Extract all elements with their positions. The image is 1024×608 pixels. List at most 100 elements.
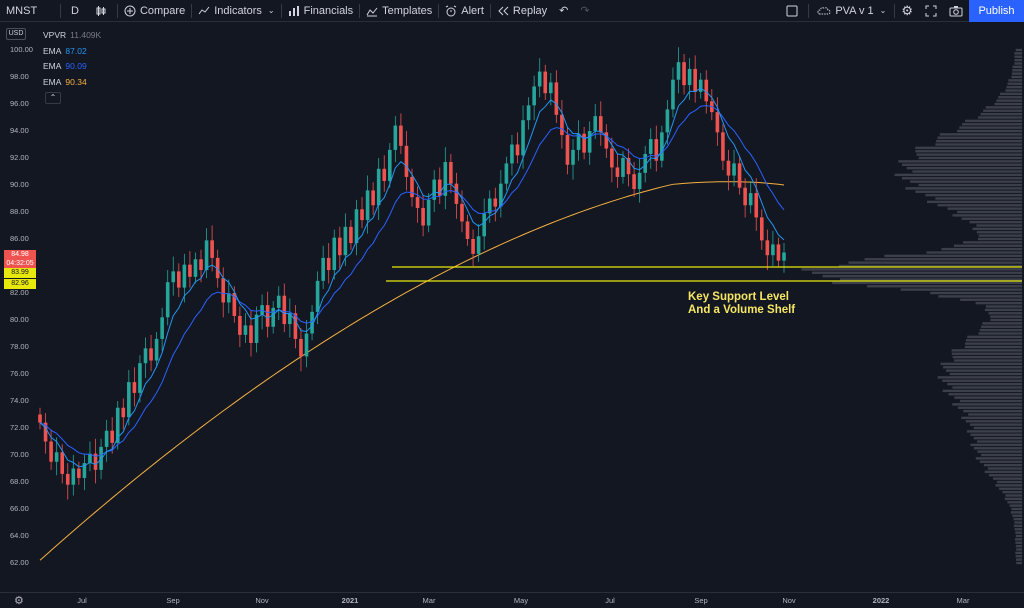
settings-button[interactable]: ⚙ bbox=[895, 0, 919, 22]
candle bbox=[471, 229, 475, 266]
candle bbox=[504, 156, 509, 191]
layout-menu-button[interactable]: PVA v 1 ⌄ bbox=[809, 0, 894, 22]
candle bbox=[543, 64, 548, 100]
candle bbox=[537, 58, 542, 98]
interval-button[interactable]: D bbox=[61, 0, 89, 22]
time-tick: Jul bbox=[77, 596, 87, 605]
volume-profile-bar bbox=[947, 382, 1022, 386]
candle bbox=[676, 47, 681, 94]
volume-profile-bar bbox=[942, 389, 1022, 393]
candle bbox=[193, 252, 198, 284]
redo-button[interactable]: ↷ bbox=[574, 0, 595, 22]
alert-button[interactable]: Alert bbox=[439, 0, 490, 22]
currency-button[interactable]: USD bbox=[6, 28, 26, 40]
undo-button[interactable]: ↶ bbox=[553, 0, 574, 22]
candle bbox=[243, 313, 248, 343]
volume-profile-bar bbox=[981, 325, 1022, 328]
candle bbox=[571, 139, 575, 180]
candle bbox=[382, 155, 387, 192]
candle bbox=[759, 209, 764, 250]
candle bbox=[721, 124, 725, 171]
candle bbox=[154, 332, 159, 368]
volume-profile-bar bbox=[1007, 501, 1022, 504]
symbol-search[interactable]: MNST bbox=[0, 0, 60, 22]
volume-profile-bar bbox=[975, 301, 1022, 305]
legend-value: 11.409K bbox=[70, 30, 102, 40]
candle bbox=[387, 143, 392, 188]
chevron-up-icon: ⌃ bbox=[49, 93, 57, 102]
candle bbox=[299, 328, 303, 372]
volume-profile-bar bbox=[978, 116, 1022, 119]
candle bbox=[593, 104, 598, 140]
publish-button[interactable]: Publish bbox=[969, 0, 1024, 22]
alert-label: Alert bbox=[461, 4, 484, 17]
square-icon bbox=[786, 5, 798, 16]
candle bbox=[743, 178, 747, 218]
volume-profile-bar bbox=[1015, 544, 1022, 548]
legend-row-ema-fast[interactable]: EMA 87.02 bbox=[43, 44, 101, 60]
volume-profile-bar bbox=[981, 453, 1022, 457]
candle bbox=[460, 190, 464, 233]
candle bbox=[765, 229, 770, 271]
volume-profile-bar bbox=[1013, 524, 1022, 528]
volume-profile-bar bbox=[977, 237, 1022, 241]
volume-profile-bar bbox=[959, 126, 1022, 129]
legend-row-vpvr[interactable]: VPVR 11.409K bbox=[43, 28, 101, 44]
volume-profile-bar bbox=[985, 305, 1022, 308]
legend-row-ema-slow[interactable]: EMA 90.34 bbox=[43, 75, 101, 91]
volume-profile-bar bbox=[935, 143, 1022, 146]
volume-profile-bar bbox=[973, 436, 1022, 440]
candle bbox=[482, 198, 486, 250]
price-tick: 82.00 bbox=[10, 288, 29, 297]
candle bbox=[576, 120, 581, 161]
toolbar-divider bbox=[116, 3, 118, 18]
time-axis[interactable] bbox=[0, 592, 1024, 608]
volume-profile-bar bbox=[906, 166, 1022, 170]
chart-annotation[interactable]: Key Support Level And a Volume Shelf bbox=[688, 291, 795, 317]
volume-profile-bar bbox=[930, 291, 1022, 295]
volume-profile-bar bbox=[972, 227, 1022, 231]
legend-value: 87.02 bbox=[65, 45, 87, 56]
indicators-button[interactable]: Indicators ⌄ bbox=[192, 0, 280, 22]
axis-settings-gear-icon[interactable]: ⚙ bbox=[14, 595, 24, 607]
volume-profile-bar bbox=[1012, 65, 1022, 69]
volume-profile-bar bbox=[918, 183, 1022, 187]
candle bbox=[643, 145, 647, 183]
legend-collapse-button[interactable]: ⌃ bbox=[45, 92, 61, 104]
volume-profile-bar bbox=[884, 254, 1022, 258]
price-tick: 80.00 bbox=[10, 315, 29, 324]
volume-profile-bar bbox=[965, 119, 1022, 123]
fullscreen-button[interactable] bbox=[919, 0, 943, 22]
volume-profile-bar bbox=[953, 244, 1022, 247]
chart-type-button[interactable] bbox=[89, 0, 117, 22]
price-chart[interactable] bbox=[0, 22, 1024, 592]
candle bbox=[221, 267, 226, 318]
volume-profile-bar bbox=[978, 234, 1022, 237]
screenshot-button[interactable] bbox=[943, 0, 969, 22]
legend-row-ema-mid[interactable]: EMA 90.09 bbox=[43, 59, 101, 75]
volume-profile-bar bbox=[1015, 531, 1022, 534]
support-price-badge-upper: 83.99 bbox=[4, 268, 36, 278]
replay-button[interactable]: Replay bbox=[491, 0, 553, 22]
volume-profile-bar bbox=[952, 403, 1022, 406]
compare-label: Compare bbox=[139, 4, 186, 17]
financials-button[interactable]: Financials bbox=[282, 0, 360, 22]
time-tick: Nov bbox=[255, 596, 269, 605]
volume-profile-bar bbox=[937, 376, 1022, 379]
financials-label: Financials bbox=[303, 4, 354, 17]
volume-profile-bar bbox=[965, 339, 1022, 342]
candle bbox=[132, 367, 137, 407]
volume-profile-bar bbox=[940, 362, 1022, 366]
volume-profile-bar bbox=[951, 352, 1022, 355]
candle bbox=[499, 170, 503, 218]
volume-profile-bar bbox=[1014, 538, 1022, 541]
volume-profile-bar bbox=[979, 460, 1022, 463]
legend-name: EMA bbox=[43, 45, 62, 56]
candle bbox=[493, 187, 498, 222]
volume-profile-bar bbox=[984, 308, 1022, 312]
select-layout-button[interactable] bbox=[780, 0, 808, 22]
templates-button[interactable]: Templates bbox=[360, 0, 438, 22]
compare-button[interactable]: Compare bbox=[118, 0, 191, 22]
candle bbox=[437, 167, 442, 204]
volume-profile-bar bbox=[915, 146, 1022, 150]
